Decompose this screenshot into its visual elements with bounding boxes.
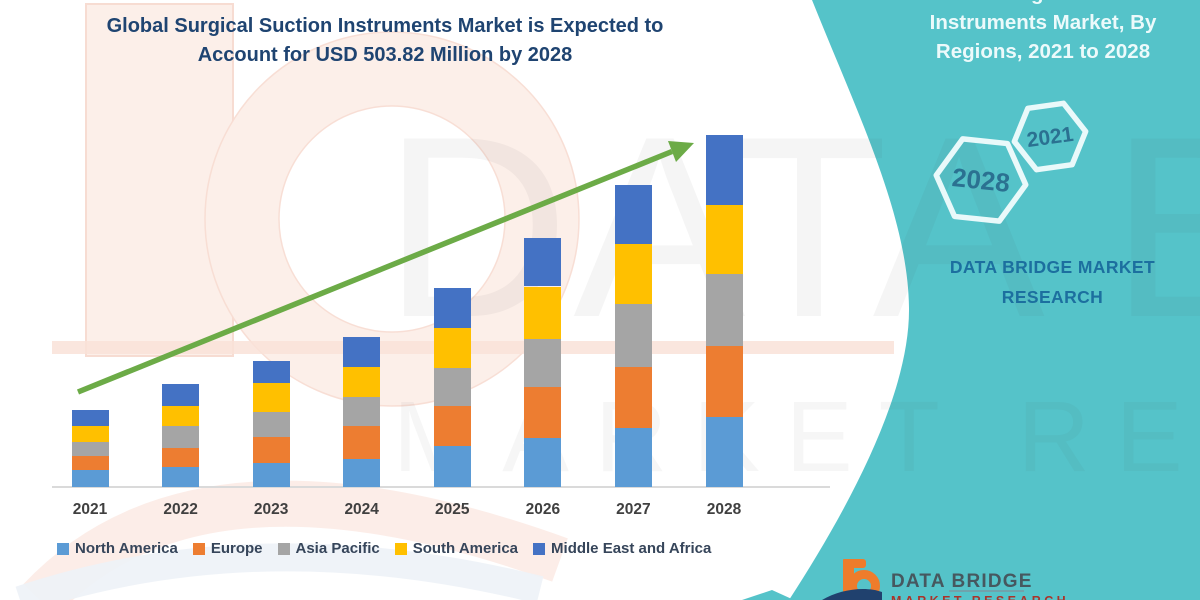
bar-2026-north-america (524, 437, 562, 487)
bar-2021-asia-pacific (71, 442, 109, 456)
bar-2024-south-america (343, 366, 381, 397)
bar-2025-asia-pacific (433, 367, 471, 406)
hexagon-2021-year: 2021 (1025, 123, 1075, 152)
bar-2022-north-america (162, 467, 200, 487)
bar-2027-north-america (614, 428, 652, 487)
trend-arrow-head (668, 141, 694, 162)
watermark-b-bowl-inner-outline (278, 105, 506, 333)
x-axis-label-2027: 2027 (616, 501, 651, 518)
bar-2027-europe (614, 367, 652, 429)
legend-label-north-america: North America (75, 540, 178, 557)
footer-bridge-swoosh-icon (822, 588, 882, 600)
footer-b-stem (843, 559, 854, 600)
bar-2028-north-america (705, 416, 743, 487)
bar-2021-europe (71, 456, 109, 471)
footer-b-bowl (848, 570, 880, 600)
x-axis-line (52, 486, 830, 488)
sidebar-brand: DATA BRIDGE MARKET RESEARCH (910, 252, 1195, 312)
bar-2026-europe (524, 387, 562, 438)
bar-2024-europe (343, 426, 381, 459)
legend-label-europe: Europe (210, 540, 263, 557)
bar-2027-middle-east-and-africa (614, 185, 652, 245)
x-axis-label-2022: 2022 (163, 501, 198, 518)
legend-item-north-america: North America (57, 540, 178, 557)
bar-2028-middle-east-and-africa (705, 134, 743, 205)
legend-swatch-asia-pacific (277, 542, 290, 555)
legend-item-europe: Europe (192, 540, 263, 557)
bar-2026-asia-pacific (524, 338, 562, 388)
chart-title-line1: Global Surgical Suction Instruments Mark… (106, 15, 664, 37)
watermark-swoosh-blue (15, 543, 544, 600)
sidebar-heading-line1: Instruments Market, By (929, 11, 1157, 34)
legend-swatch-middle-east-and-africa (533, 542, 546, 555)
bar-2023-asia-pacific (252, 411, 290, 437)
legend-item-south-america: South America (394, 540, 519, 557)
watermark-underline-band (52, 341, 894, 354)
legend-label-asia-pacific: Asia Pacific (295, 540, 380, 557)
hexagon-2021: 2021 (1011, 100, 1089, 173)
x-axis-label-2021: 2021 (72, 501, 108, 518)
bar-2023-middle-east-and-africa (252, 361, 290, 384)
bar-2026-middle-east-and-africa (524, 237, 562, 287)
sidebar-heading-clipped-line: Global Surgical Suction (888, 0, 1198, 8)
bar-2025-north-america (433, 446, 471, 487)
footer-b-top-bar (843, 559, 866, 568)
bar-2023-europe (252, 436, 290, 463)
chart-title: Global Surgical Suction Instruments Mark… (40, 12, 730, 70)
bar-2025-europe (433, 406, 471, 446)
bar-2023-north-america (252, 462, 290, 487)
sidebar-brand-line2: RESEARCH (1001, 287, 1104, 307)
bar-2021-south-america (71, 426, 109, 443)
chart-legend: North America Europe Asia Pacific South Ame… (57, 540, 711, 557)
legend-label-middle-east-and-africa: Middle East and Africa (551, 540, 712, 557)
bar-2025-middle-east-and-africa (433, 287, 471, 328)
bar-2028-south-america (705, 204, 743, 274)
hexagon-2021-outline (1011, 100, 1089, 173)
footer-logo-subtitle: MARKET RESEARCH (891, 594, 1069, 600)
watermark-b-bowl (205, 32, 579, 406)
bar-2021-middle-east-and-africa (71, 410, 109, 426)
hexagon-2028-outline (933, 136, 1029, 224)
trend-arrow-line (76, 148, 674, 395)
bar-2027-asia-pacific (614, 304, 652, 368)
x-axis-label-2025: 2025 (435, 501, 470, 518)
x-axis-label-2024: 2024 (344, 501, 379, 518)
bar-2022-south-america (162, 406, 200, 426)
legend-swatch-north-america (57, 542, 69, 555)
watermark-b-bowl-outline (204, 31, 580, 407)
sidebar-heading-line2: Regions, 2021 to 2028 (935, 40, 1151, 63)
x-axis-label-2026: 2026 (525, 501, 561, 518)
watermark-text-row1: DATA BRIDGE (383, 82, 1200, 371)
bar-2026-south-america (524, 286, 562, 339)
bar-2024-middle-east-and-africa (343, 336, 381, 367)
x-axis-label-2028: 2028 (706, 501, 742, 518)
bar-2021-north-america (71, 470, 109, 487)
bar-2022-middle-east-and-africa (162, 384, 200, 406)
footer-logo-underline (949, 590, 1024, 592)
legend-item-middle-east-and-africa: Middle East and Africa (533, 540, 711, 557)
bar-2022-europe (162, 447, 200, 467)
bar-2028-asia-pacific (705, 273, 743, 347)
hexagon-2028-year: 2028 (951, 162, 1012, 198)
bar-2028-europe (705, 346, 743, 417)
teal-corner-wedge (742, 590, 794, 600)
sidebar-heading: Global Surgical Suction Instruments Mark… (888, 0, 1198, 66)
bar-2024-asia-pacific (343, 396, 381, 426)
hexagon-2028: 2028 (933, 136, 1029, 224)
bar-2025-south-america (433, 327, 471, 368)
x-axis-label-2023: 2023 (253, 501, 289, 518)
legend-item-asia-pacific: Asia Pacific (277, 540, 380, 557)
watermark-text-row2: MARKET RESEARCH (393, 381, 1200, 493)
bar-2027-south-america (614, 244, 652, 305)
chart-title-line2: Account for USD 503.82 Million by 2028 (197, 44, 573, 66)
bar-2023-south-america (252, 383, 290, 412)
bar-2022-asia-pacific (162, 426, 200, 448)
footer-logo-name: DATA BRIDGE (891, 571, 1033, 592)
bar-2024-north-america (343, 458, 381, 487)
sidebar-brand-line1: DATA BRIDGE MARKET (949, 257, 1156, 277)
legend-swatch-south-america (394, 542, 407, 555)
legend-label-south-america: South America (412, 540, 519, 557)
legend-swatch-europe (192, 542, 205, 555)
